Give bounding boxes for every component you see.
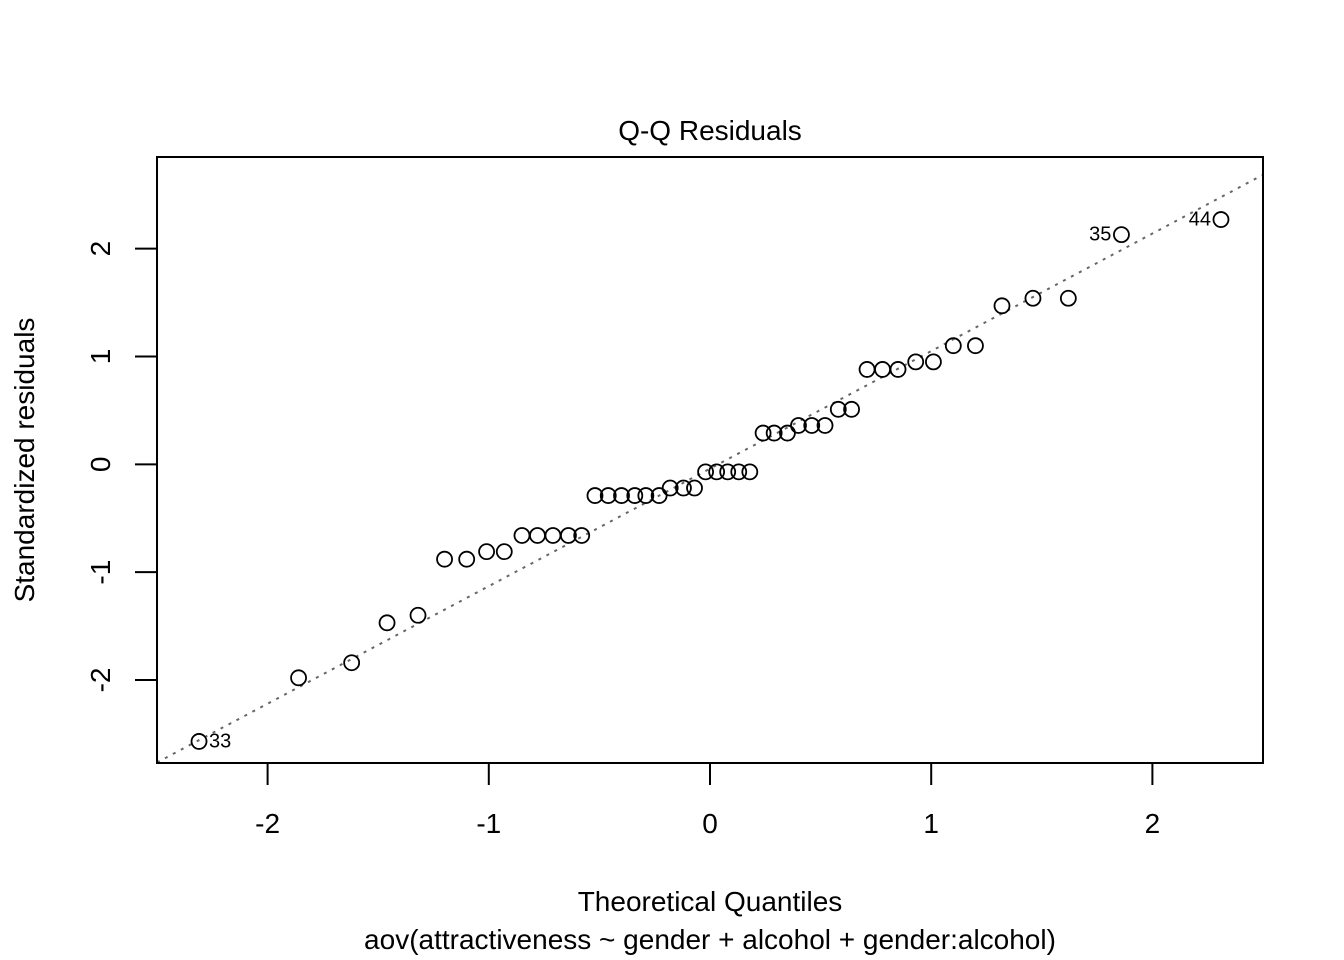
data-point <box>409 606 427 624</box>
data-point <box>675 479 692 497</box>
point-label: 33 <box>209 730 231 752</box>
point-label: 35 <box>1089 224 1111 246</box>
data-point <box>944 337 962 355</box>
data-point <box>613 487 630 504</box>
point-label: 44 <box>1189 209 1211 231</box>
data-point <box>529 527 546 544</box>
data-point <box>889 361 907 378</box>
data-point <box>661 479 679 497</box>
data-point <box>790 417 807 434</box>
x-axis-label: Theoretical Quantiles <box>578 886 843 917</box>
x-tick-label: -1 <box>476 808 501 839</box>
point-labels-layer: 33 35 44 <box>209 209 1211 753</box>
data-point <box>586 487 604 504</box>
points-layer <box>190 211 1230 750</box>
data-point <box>1024 289 1042 307</box>
data-point <box>708 463 726 481</box>
y-axis: -2 -1 0 1 2 <box>85 241 158 693</box>
chart-subtitle: aov(attractiveness ~ gender + alcohol + … <box>364 924 1056 955</box>
plot-area: 33 35 44 <box>156 173 1264 764</box>
data-point <box>907 353 925 371</box>
data-point <box>544 527 562 544</box>
data-point <box>925 353 942 371</box>
data-point <box>573 527 591 544</box>
data-point <box>190 733 208 750</box>
data-point <box>697 463 714 481</box>
data-point <box>478 543 495 561</box>
data-point <box>730 463 748 481</box>
data-point <box>436 550 453 568</box>
chart-title: Q-Q Residuals <box>618 115 802 146</box>
y-tick-label: 0 <box>85 457 116 473</box>
y-tick-label: 1 <box>85 349 116 365</box>
data-point <box>719 463 737 481</box>
data-point <box>1113 226 1130 244</box>
x-tick-label: 1 <box>923 808 939 839</box>
data-point <box>1059 289 1077 307</box>
data-point <box>626 487 644 504</box>
y-tick-label: 2 <box>85 241 116 257</box>
data-point <box>290 669 307 687</box>
data-point <box>458 550 476 568</box>
data-point <box>560 527 577 544</box>
y-axis-label: Standardized residuals <box>9 318 40 603</box>
x-tick-label: 2 <box>1145 808 1161 839</box>
data-point <box>993 297 1011 315</box>
data-point <box>874 361 891 378</box>
data-point <box>343 654 361 672</box>
data-point <box>495 543 513 561</box>
data-point <box>686 479 703 497</box>
data-point <box>967 337 984 355</box>
data-point <box>637 487 655 504</box>
data-point <box>829 400 847 418</box>
data-point <box>741 463 759 481</box>
data-point <box>513 527 531 544</box>
x-axis: -2 -1 0 1 2 <box>255 762 1161 839</box>
data-point <box>754 424 772 442</box>
data-point <box>599 487 617 504</box>
data-point <box>816 417 834 434</box>
data-point <box>858 361 876 378</box>
y-tick-label: -2 <box>85 668 116 693</box>
data-point <box>843 400 860 418</box>
y-tick-label: -1 <box>85 560 116 585</box>
data-point <box>803 417 821 434</box>
data-point <box>765 424 783 442</box>
data-point <box>1212 211 1230 228</box>
x-tick-label: -2 <box>255 808 280 839</box>
x-tick-label: 0 <box>702 808 718 839</box>
plot-frame <box>156 156 1264 764</box>
data-point <box>378 614 396 632</box>
reference-line <box>156 173 1264 764</box>
